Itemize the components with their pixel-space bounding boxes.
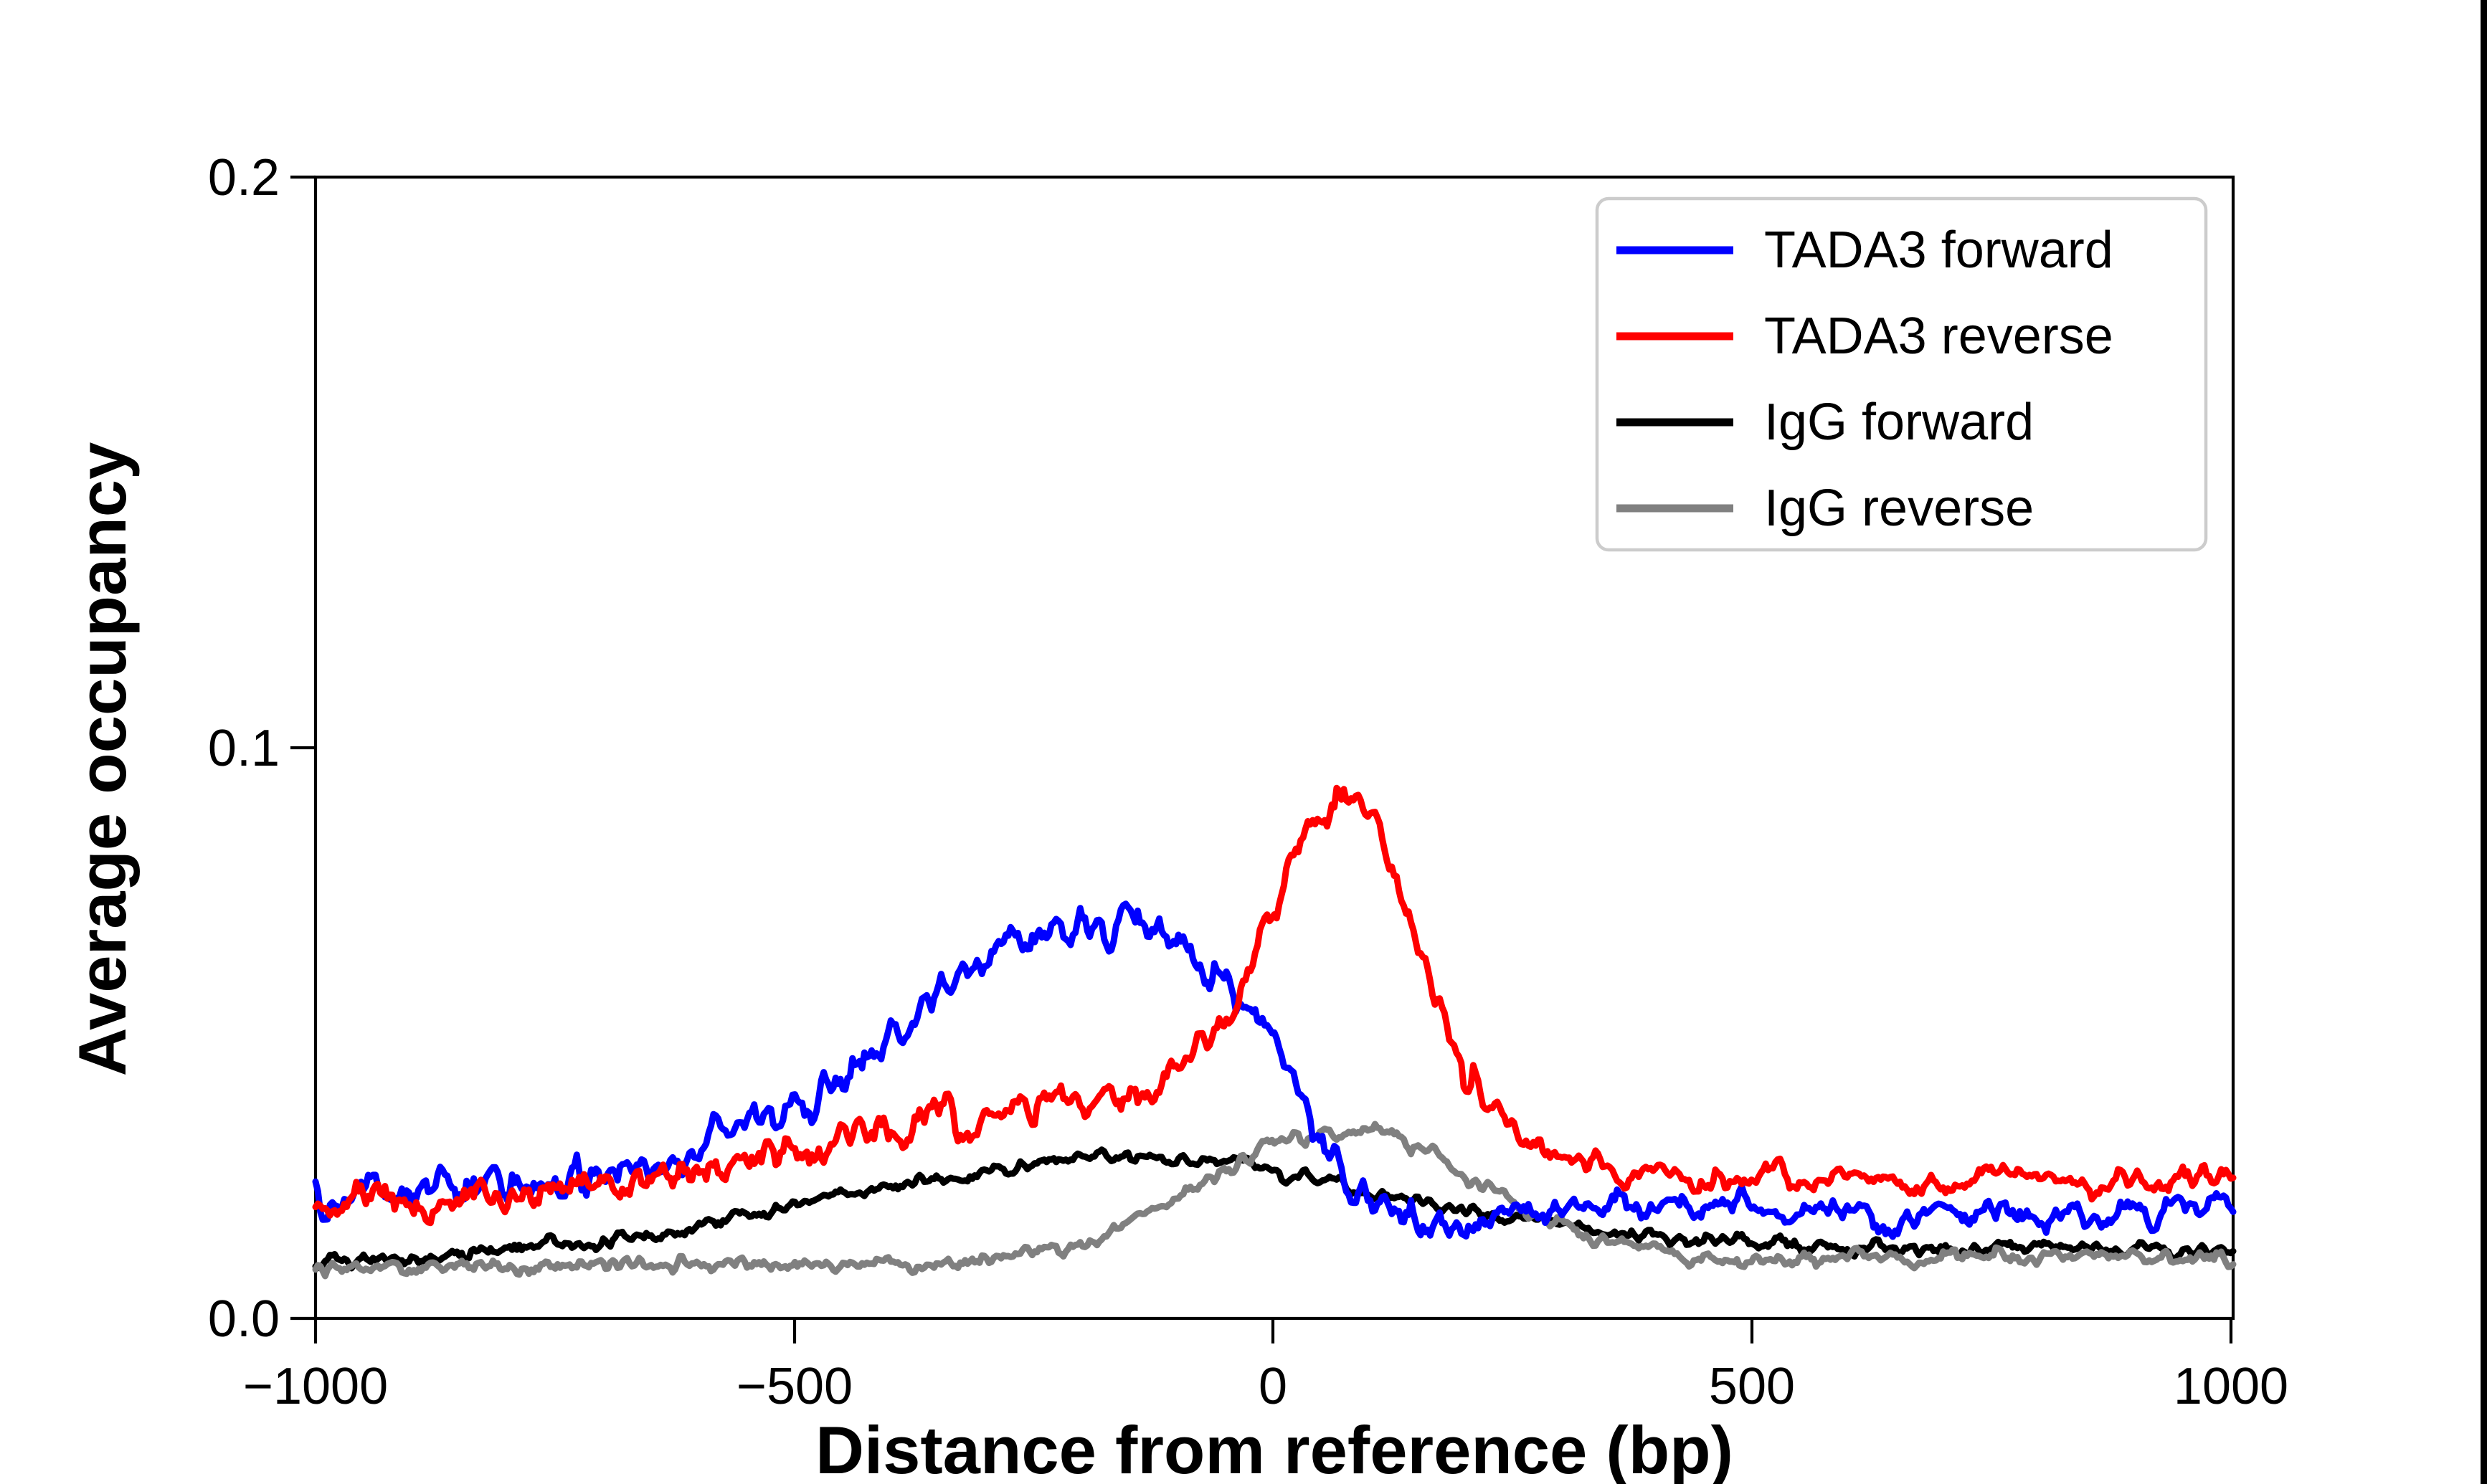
- svg-text:0.0: 0.0: [208, 1290, 280, 1348]
- svg-text:TADA3 forward: TADA3 forward: [1764, 222, 2113, 279]
- svg-text:0.1: 0.1: [208, 720, 280, 777]
- svg-text:IgG forward: IgG forward: [1764, 394, 2034, 451]
- svg-text:IgG reverse: IgG reverse: [1764, 480, 2034, 537]
- svg-text:TADA3 reverse: TADA3 reverse: [1764, 308, 2113, 365]
- svg-text:Distance from reference (bp): Distance from reference (bp): [815, 1412, 1733, 1484]
- svg-text:500: 500: [1709, 1358, 1795, 1415]
- svg-text:−500: −500: [736, 1358, 853, 1415]
- svg-text:0: 0: [1259, 1358, 1287, 1415]
- svg-text:Average occupancy: Average occupancy: [65, 442, 140, 1077]
- svg-text:−1000: −1000: [243, 1358, 388, 1415]
- svg-text:0.2: 0.2: [208, 149, 280, 206]
- svg-text:1000: 1000: [2174, 1358, 2288, 1415]
